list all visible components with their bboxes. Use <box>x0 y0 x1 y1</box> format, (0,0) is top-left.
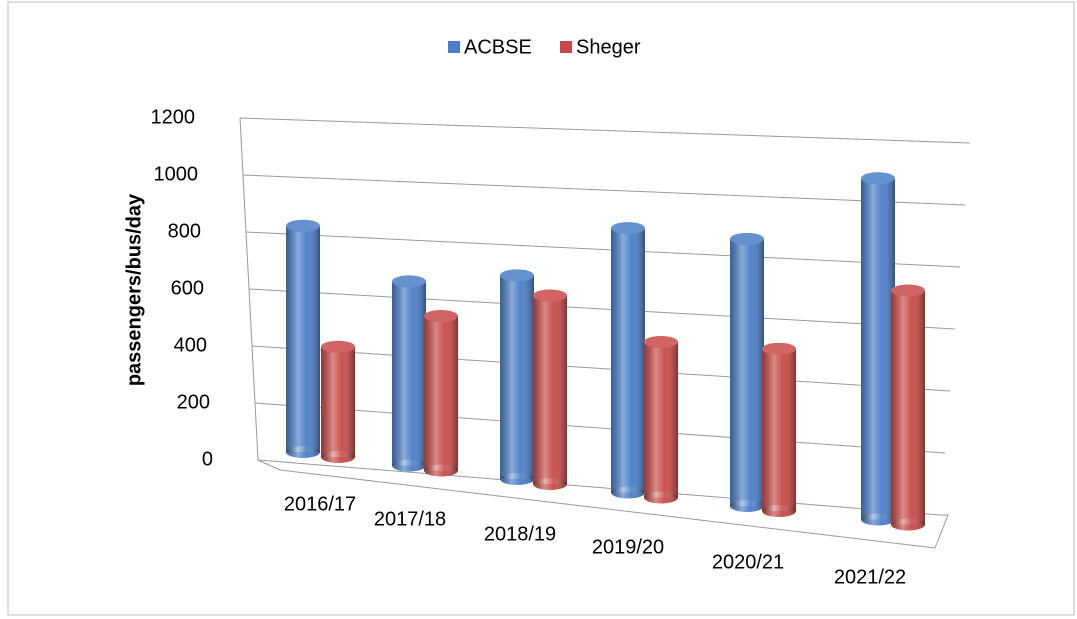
x-tick-label: 2016/17 <box>284 493 356 515</box>
bar-top <box>533 289 567 302</box>
y-tick-label: 200 <box>177 391 210 413</box>
bar-bottom-shade <box>424 464 458 477</box>
y-tick-label: 600 <box>171 277 204 299</box>
bar-top-shade <box>891 284 925 297</box>
legend-label: Sheger <box>576 36 641 58</box>
frame <box>7 1 1075 616</box>
bar-shade <box>644 342 678 498</box>
bar-top-shade <box>500 269 534 282</box>
bar-top <box>611 222 645 235</box>
bar-top-shade <box>861 172 895 185</box>
bar-bottom-shade <box>286 446 320 458</box>
grid-line <box>251 345 951 392</box>
bar-shade <box>424 316 458 471</box>
grid-line <box>257 459 941 516</box>
bar-top-shade <box>424 310 458 323</box>
y-axis-title: passengers/bus/day <box>123 193 145 386</box>
grid-line <box>239 117 971 144</box>
bar-top <box>321 340 355 353</box>
y-tick-label: 0 <box>202 448 213 470</box>
bar-bottom-shade <box>891 518 925 531</box>
y-tick-label: 400 <box>174 334 207 356</box>
bar-top-shade <box>611 222 645 235</box>
bar-top-shade <box>392 275 426 288</box>
bar-top <box>730 232 764 245</box>
bar-top <box>861 172 895 185</box>
grid-line <box>245 231 961 268</box>
bar-top-shade <box>730 232 764 245</box>
y-tick-label: 1000 <box>154 163 199 185</box>
bar-bottom-shade <box>392 459 426 472</box>
bar-shade <box>533 295 567 484</box>
bar-bottom-shade <box>611 486 645 499</box>
x-tick-label: 2021/22 <box>834 566 906 588</box>
legend-swatch <box>560 41 572 53</box>
grid-line <box>242 174 966 206</box>
bar-top <box>392 275 426 288</box>
bar-shade <box>392 281 426 466</box>
y-tick-label: 1200 <box>151 106 196 128</box>
bar-bottom-shade <box>861 513 895 526</box>
y-tick-label: 800 <box>168 220 201 242</box>
grid-line <box>254 402 946 454</box>
bar-bottom-shade <box>644 491 678 504</box>
bar-top <box>424 310 458 323</box>
bar-top <box>762 342 796 355</box>
grid-line <box>248 288 956 330</box>
bar-top <box>500 269 534 282</box>
bar-shade <box>321 346 355 457</box>
bar-bottom-shade <box>500 473 534 485</box>
bar-top <box>891 284 925 297</box>
bar-shade <box>730 238 764 506</box>
legend-swatch <box>448 41 460 53</box>
legend-label: ACBSE <box>464 36 532 58</box>
bar-bottom-shade <box>321 451 355 463</box>
floor <box>257 459 949 549</box>
x-tick-label: 2017/18 <box>374 508 446 530</box>
bar-shade <box>611 228 645 493</box>
bar-top-shade <box>321 340 355 353</box>
bar-top-shade <box>644 336 678 348</box>
x-tick-label: 2018/19 <box>484 523 556 545</box>
bar-bottom-shade <box>730 500 764 512</box>
bar-shade <box>762 348 796 511</box>
bar-bottom-shade <box>533 478 567 490</box>
bar-top-shade <box>286 219 320 232</box>
bar-top <box>644 336 678 348</box>
bar-shade <box>286 225 320 452</box>
x-tick-label: 2020/21 <box>712 551 784 573</box>
bar-top-shade <box>762 342 796 355</box>
bar-top <box>286 219 320 232</box>
bar-shade <box>500 275 534 479</box>
bar-bottom-shade <box>762 505 796 517</box>
plot: 0 200 400 600 800 1000 1200 ACBSE Sheger 2016/17 2… <box>151 36 971 588</box>
x-tick-label: 2019/20 <box>592 536 664 558</box>
bar-shade <box>861 178 895 520</box>
bar-top-shade <box>533 289 567 302</box>
bar-shade <box>891 290 925 525</box>
